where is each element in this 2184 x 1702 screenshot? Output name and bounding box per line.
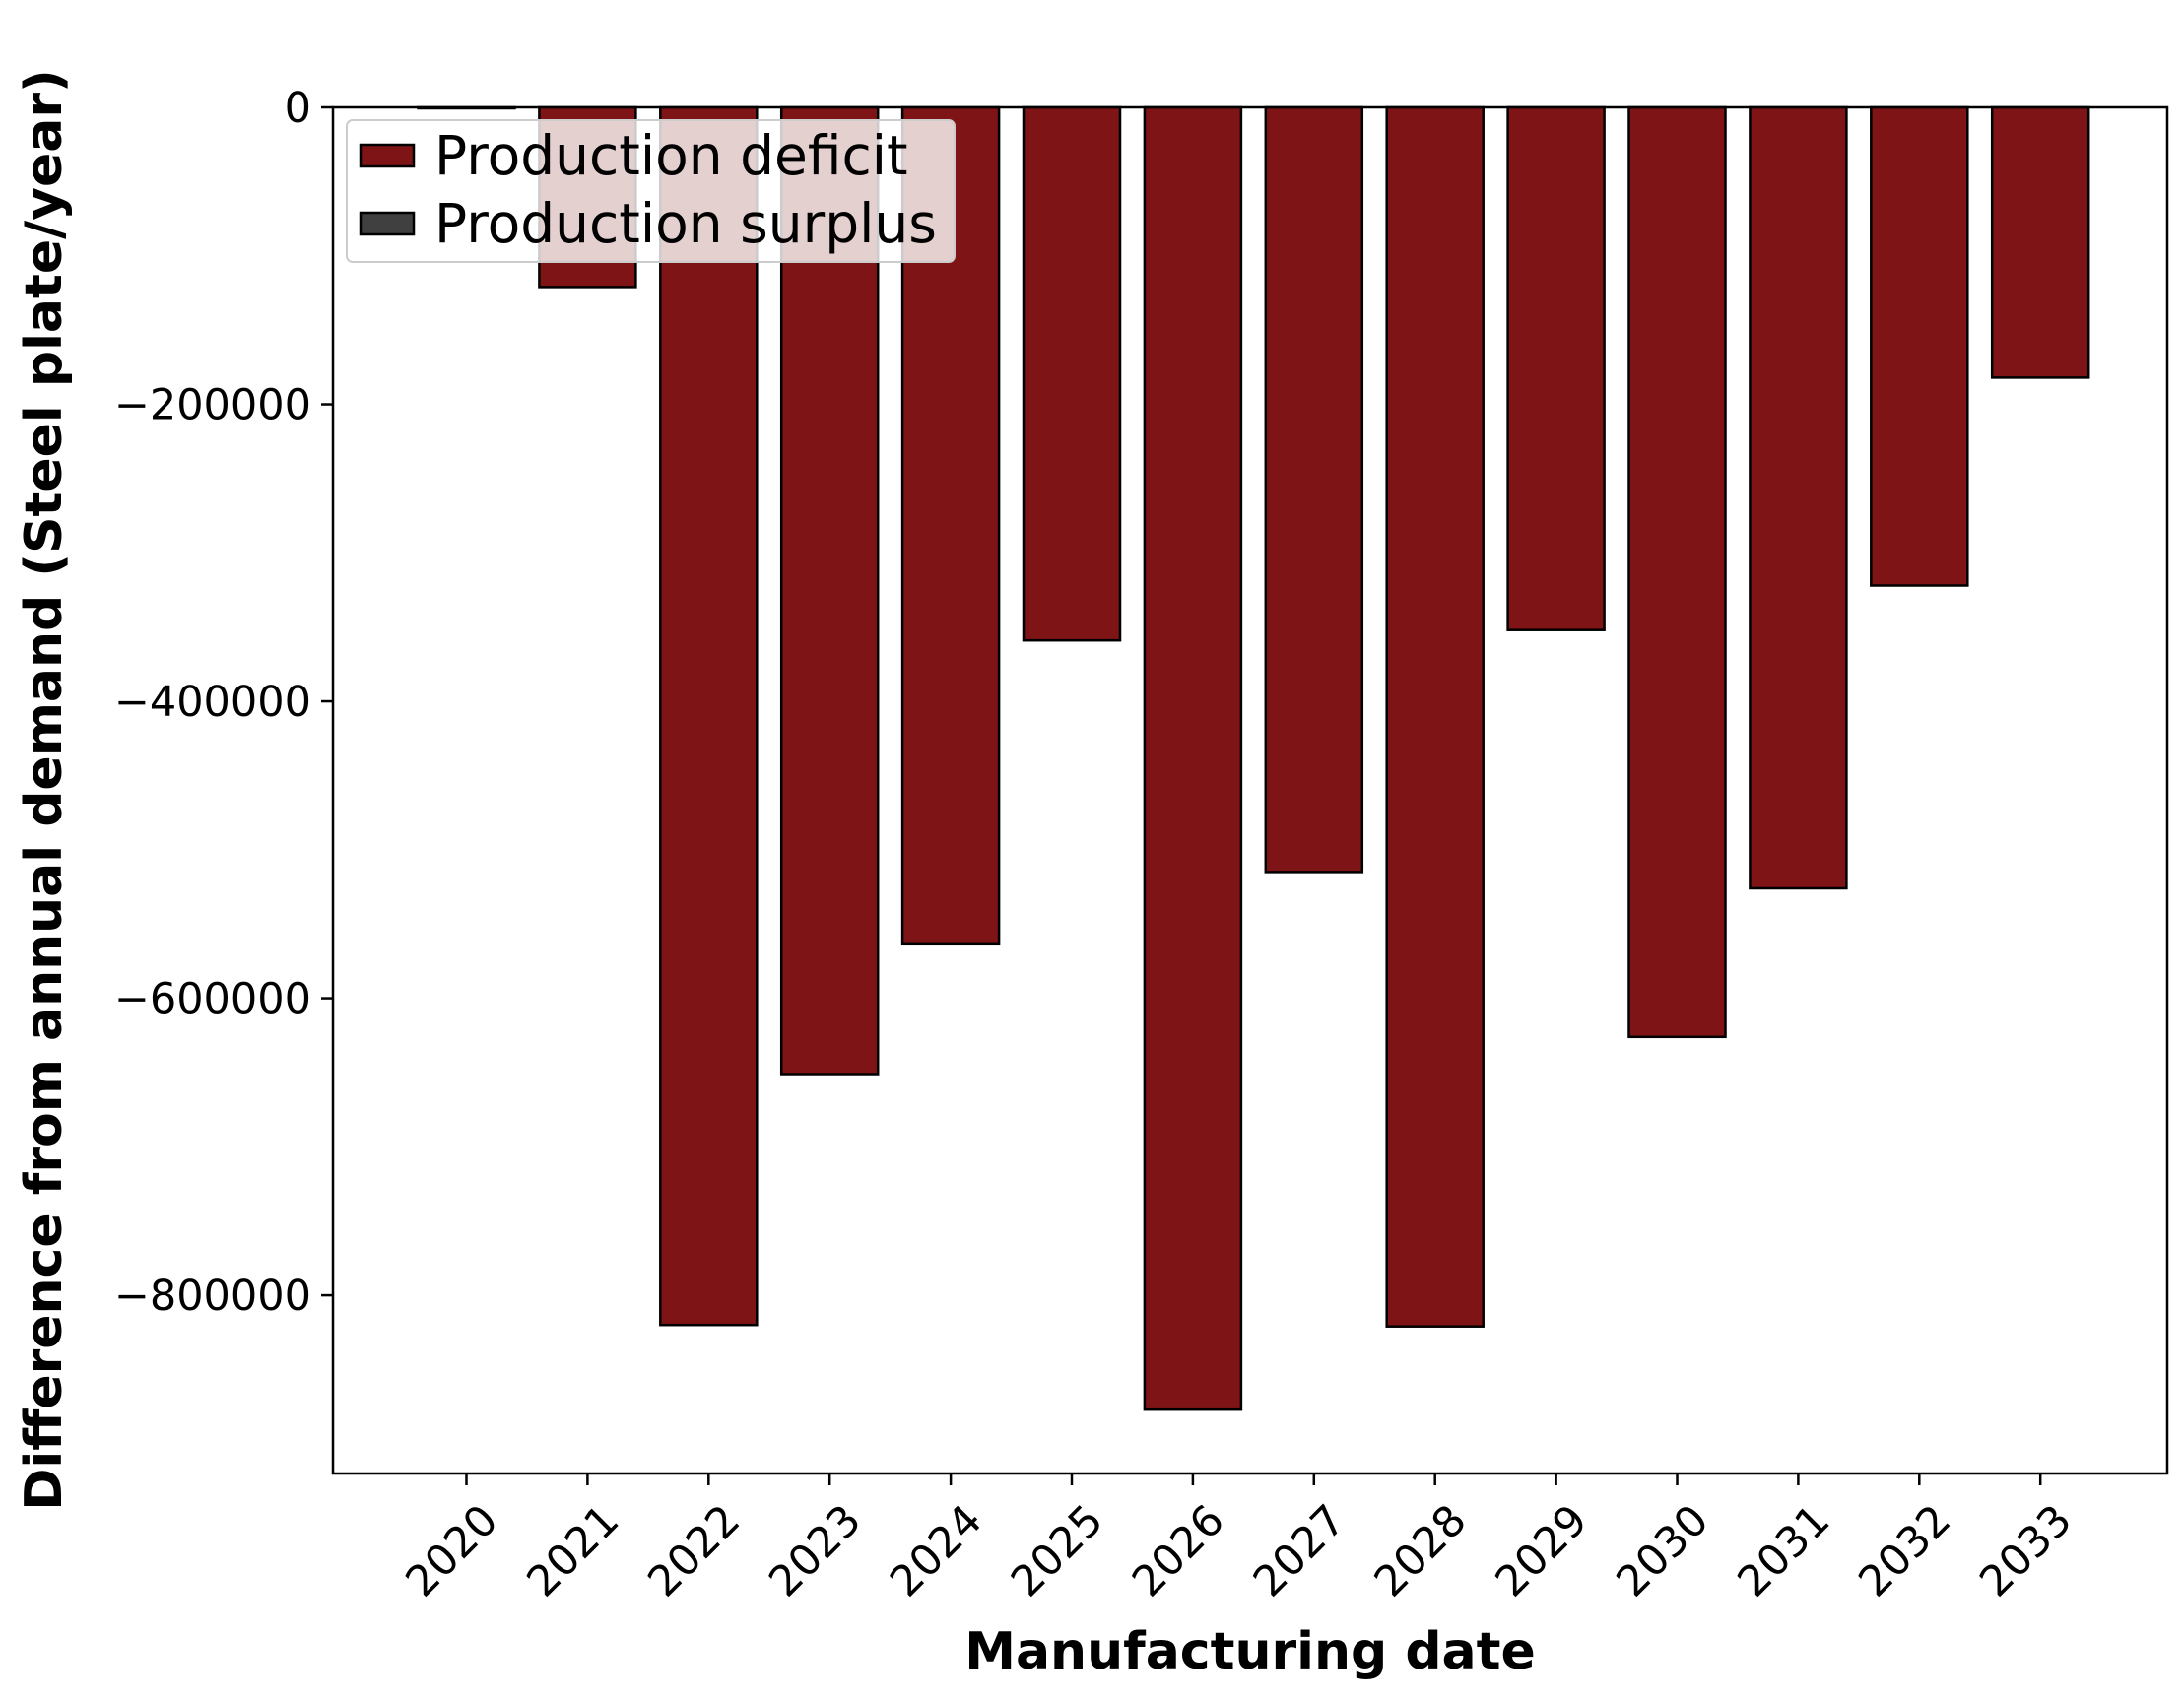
plot-frame xyxy=(331,105,2169,1475)
x-tick-label: 2020 xyxy=(397,1495,508,1606)
bar-deficit-2032 xyxy=(1870,105,1969,587)
bars-layer xyxy=(417,105,2090,1411)
bar-deficit-2025 xyxy=(1022,105,1122,642)
legend-label: Production deficit xyxy=(434,124,908,187)
x-tick-label: 2022 xyxy=(638,1495,750,1606)
bar-deficit-2031 xyxy=(1749,105,1848,890)
x-tick-label: 2030 xyxy=(1608,1495,1719,1606)
y-tick-label: −600000 xyxy=(114,975,311,1024)
y-tick-label: 0 xyxy=(285,84,311,133)
bar-deficit-2030 xyxy=(1627,105,1727,1039)
y-axis: 0 −200000 −400000 −600000 −800000 xyxy=(114,84,333,1321)
bar-deficit-2027 xyxy=(1264,105,1364,874)
y-tick-label: −800000 xyxy=(114,1272,311,1321)
x-tick-label: 2027 xyxy=(1244,1495,1356,1606)
x-tick-label: 2021 xyxy=(518,1495,629,1606)
x-tick-label: 2023 xyxy=(760,1495,871,1606)
x-axis-title: Manufacturing date xyxy=(964,1622,1536,1681)
x-tick-label: 2025 xyxy=(1002,1495,1113,1606)
legend-frame xyxy=(346,119,956,263)
bar-deficit-2028 xyxy=(1385,105,1485,1328)
x-tick-label: 2026 xyxy=(1123,1495,1234,1606)
y-tick-label: −200000 xyxy=(114,381,311,430)
bar-deficit-2026 xyxy=(1143,105,1243,1411)
bar-deficit-2033 xyxy=(1990,105,2090,379)
legend-swatch-surplus xyxy=(359,211,416,236)
x-axis: 2020 2021 2022 2023 2024 2025 2026 2027 2028 2029… xyxy=(397,1473,2082,1606)
x-tick-label: 2029 xyxy=(1487,1495,1598,1606)
x-tick-label: 2031 xyxy=(1729,1495,1840,1606)
legend-swatch-deficit xyxy=(359,143,416,168)
x-tick-label: 2032 xyxy=(1849,1495,1960,1606)
legend-label: Production surplus xyxy=(434,192,937,255)
y-tick-label: −400000 xyxy=(114,678,311,727)
bar-deficit-2023 xyxy=(779,105,880,1076)
x-tick-label: 2033 xyxy=(1970,1495,2082,1606)
x-tick-label: 2028 xyxy=(1365,1495,1477,1606)
x-tick-label: 2024 xyxy=(881,1495,992,1606)
bar-deficit-2029 xyxy=(1506,105,1606,631)
bar-deficit-2022 xyxy=(659,105,759,1327)
y-axis-title: Difference from annual demand (Steel pla… xyxy=(15,69,74,1511)
